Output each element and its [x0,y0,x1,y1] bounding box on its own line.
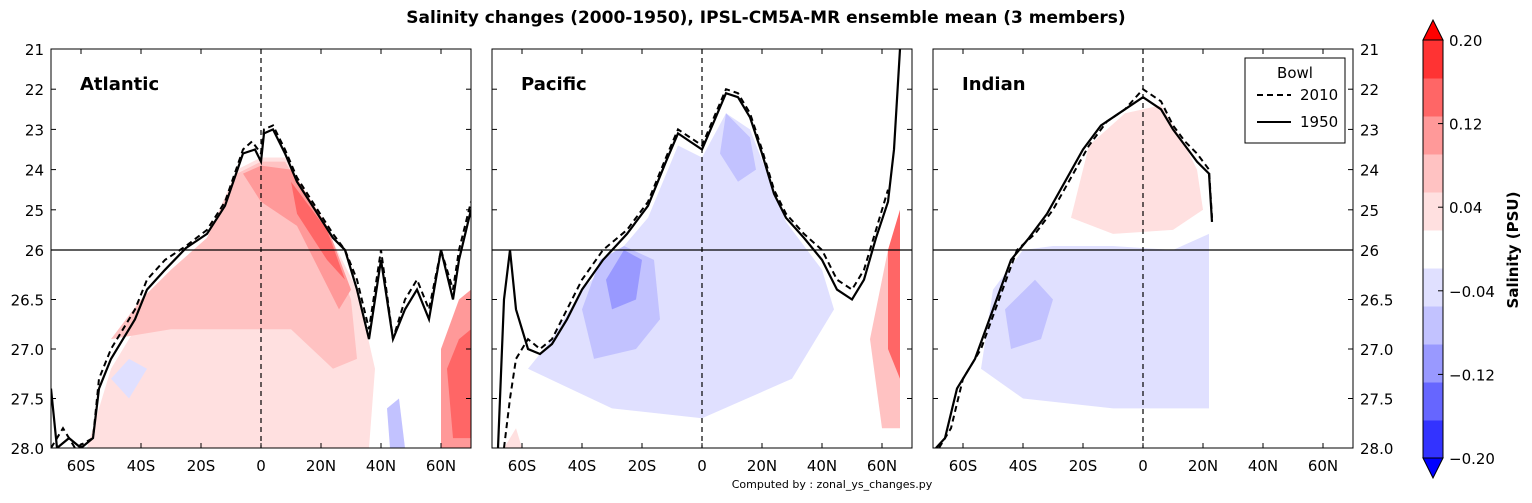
bowl-2010-line-pacific [503,87,889,448]
x-tick-label: 40S [1009,457,1038,475]
legend-label-2010: 2010 [1300,86,1338,104]
y-tick-label-left: 27.5 [11,391,44,409]
x-tick-label: 40N [1248,457,1278,475]
y-tick-label-right: 28.0 [1360,440,1393,458]
x-tick-label: 20S [628,457,657,475]
y-tick-label-left: 22 [25,81,44,99]
colorbar-band [1423,382,1443,421]
colorbar-frame [1422,39,1444,459]
y-tick-label-right: 26 [1360,242,1379,260]
colorbar-band [1423,420,1443,459]
bowl-1950-line-atlantic [51,127,471,448]
y-tick-label-right: 21 [1360,41,1379,59]
colorbar-extend-max [1422,18,1444,41]
contour-region-atlantic-3 [291,181,345,280]
x-tick-label: 0 [697,457,707,475]
panel-title-pacific: Pacific [521,74,587,95]
y-tick-label-right: 23 [1360,121,1379,139]
y-tick-label-right: 26.5 [1360,292,1393,310]
y-tick-label-right: 22 [1360,81,1379,99]
colorbar: 0.20 0.12 0.04 −0.04 −0.12 −0.20 [1422,18,1495,480]
y-tick-label-left: 26 [25,242,44,260]
x-tick-label: 60S [508,457,537,475]
legend-title: Bowl [1277,64,1313,82]
contour-region-pacific-3 [720,113,756,182]
colorbar-band [1423,306,1443,345]
contour-region-atlantic-7 [387,398,405,448]
legend-box [1244,57,1346,144]
y-tick-label-left: 27.0 [11,341,44,359]
y-tick-label-left: 21 [25,41,44,59]
x-tick-label: 20N [1188,457,1218,475]
x-tick-label: 0 [1138,457,1148,475]
panel-indian: 60S 40S 20S 0 20N 40N 60N Indian [932,48,1354,475]
bowl-1950-line-indian [935,95,1214,448]
legend-label-1950: 1950 [1300,113,1338,131]
contour-region-indian-0 [981,233,1209,409]
y-tick-label-right: 27.5 [1360,391,1393,409]
x-tick-label: 20S [187,457,216,475]
panel-pacific: 60S 40S 20S 0 20N 40N 60N Pacific [491,48,913,475]
contour-region-pacific-6 [504,428,522,448]
colorbar-band [1423,78,1443,117]
y-tick-label-left: 28.0 [11,440,44,458]
colorbar-band [1423,40,1443,79]
colorbar-band [1423,230,1443,269]
x-tick-label: 0 [256,457,266,475]
x-tick-label: 60S [949,457,978,475]
x-tick-label: 60N [867,457,897,475]
y-tick-label-left: 25 [25,202,44,220]
colorbar-extend-min [1422,457,1444,480]
colorbar-tick-label: −0.12 [1449,366,1495,384]
colorbar-band [1423,154,1443,193]
x-tick-label: 20N [747,457,777,475]
colorbar-band [1423,192,1443,231]
bowl-2010-line-atlantic [51,124,471,448]
contour-region-atlantic-2 [243,165,351,310]
x-tick-label: 20S [1069,457,1098,475]
legend: Bowl 2010 1950 [1244,57,1346,144]
y-tick-label-left: 24 [25,162,44,180]
y-axis-left: 21 22 23 24 25 26 26.5 27.0 27.5 28.0 [11,41,44,458]
colorbar-tick-label: 0.04 [1449,199,1482,217]
panel-title-indian: Indian [962,74,1026,95]
y-tick-label-right: 25 [1360,202,1379,220]
x-tick-label: 40N [807,457,837,475]
chart-title: Salinity changes (2000-1950), IPSL-CM5A-… [406,8,1126,28]
panel-title-atlantic: Atlantic [80,74,159,95]
contour-region-pacific-5 [888,209,900,379]
x-tick-label: 20N [306,457,336,475]
x-tick-label: 60N [426,457,456,475]
x-tick-label: 60N [1308,457,1338,475]
x-tick-label: 40N [366,457,396,475]
colorbar-label: Salinity (PSU) [1504,192,1522,309]
colorbar-tick-label: −0.20 [1449,450,1495,468]
x-tick-label: 40S [568,457,597,475]
footer-note: Computed by : zonal_ys_changes.py [731,478,933,491]
y-tick-label-right: 27.0 [1360,341,1393,359]
bowl-1950-line-pacific [496,49,902,448]
contour-region-atlantic-6 [111,358,147,399]
bowl-2010-line-indian [938,87,1213,448]
colorbar-tick-label: 0.12 [1449,116,1482,134]
contour-region-atlantic-5 [447,329,471,439]
contour-region-indian-2 [1071,105,1203,234]
colorbar-tick-label: −0.04 [1449,283,1495,301]
contour-region-indian-1 [1005,279,1053,349]
x-tick-label: 60S [67,457,96,475]
y-tick-label-right: 24 [1360,162,1379,180]
colorbar-band [1423,344,1443,383]
x-tick-label: 40S [127,457,156,475]
colorbar-tick-label: 0.20 [1449,32,1482,50]
colorbar-band [1423,116,1443,155]
y-tick-label-left: 23 [25,121,44,139]
colorbar-band [1423,268,1443,307]
y-tick-label-left: 26.5 [11,292,44,310]
contour-region-pacific-2 [606,250,642,310]
y-axis-right: 21 22 23 24 25 26 26.5 27.0 27.5 28.0 [1360,41,1393,458]
panel-atlantic: 60S 40S 20S 0 20N 40N 60N Atlantic [50,48,472,475]
